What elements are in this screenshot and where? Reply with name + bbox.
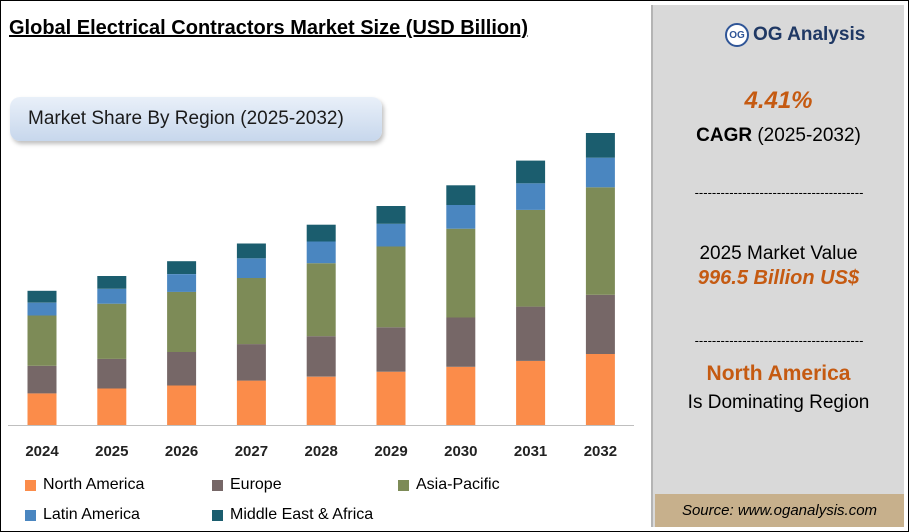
bar-segment-2027-europe (236, 344, 266, 381)
og-analysis-logo: OG OG Analysis (725, 23, 865, 47)
cagr-label-bold: CAGR (696, 125, 753, 146)
bar-segment-2025-north-america (97, 388, 127, 425)
divider-top: --------------------------------------- (694, 185, 864, 200)
x-tick-label-2032: 2032 (584, 443, 617, 460)
chart-title: Global Electrical Contractors Market Siz… (9, 17, 529, 39)
bar-segment-2029-asia-pacific (376, 246, 406, 328)
bar-segment-2028-europe (306, 336, 336, 377)
bar-segment-2025-europe (97, 358, 127, 389)
bar-segment-2024-north-america (27, 393, 57, 425)
x-tick-label-2024: 2024 (25, 443, 59, 460)
bar-segment-2027-middle-east-africa (236, 243, 266, 259)
bar-segment-2024-europe (27, 365, 57, 394)
bar-segment-2024-latin-america (27, 302, 57, 316)
summary-panel: OG OG Analysis 4.41% CAGR (2025-2032) --… (651, 5, 904, 527)
cagr-label: CAGR (2025-2032) (653, 125, 904, 147)
bar-segment-2031-middle-east-africa (516, 160, 546, 184)
bar-segment-2031-asia-pacific (516, 209, 546, 307)
source-note: Source: www.oganalysis.com (655, 494, 904, 527)
og-logo-icon: OG (725, 23, 749, 47)
logo-text: OG Analysis (753, 24, 866, 45)
bar-segment-2027-latin-america (236, 258, 266, 278)
bar-segment-2025-asia-pacific (97, 303, 127, 359)
bar-segment-2032-europe (585, 294, 615, 354)
bar-segment-2030-latin-america (446, 205, 476, 229)
cagr-value: 4.41% (744, 87, 813, 114)
bar-segment-2031-north-america (516, 360, 546, 425)
bar-segment-2028-asia-pacific (306, 263, 336, 337)
cagr-label-period: (2025-2032) (752, 125, 861, 146)
dominating-region: North America (706, 362, 851, 385)
bar-segment-2030-north-america (446, 366, 476, 425)
x-tick-label-2030: 2030 (444, 443, 477, 460)
bar-segment-2029-latin-america (376, 223, 406, 247)
dominating-region-label: Is Dominating Region (687, 392, 870, 413)
bar-segment-2024-asia-pacific (27, 315, 57, 366)
bar-segment-2027-asia-pacific (236, 278, 266, 345)
bar-segment-2032-latin-america (585, 157, 615, 188)
bar-segment-2024-middle-east-africa (27, 290, 57, 303)
bar-segment-2029-europe (376, 327, 406, 372)
subtitle-box: Market Share By Region (2025-2032) (10, 97, 382, 141)
bar-segment-2030-middle-east-africa (446, 185, 476, 205)
bar-segment-2027-north-america (236, 380, 266, 425)
bar-segment-2026-north-america (167, 385, 197, 425)
x-tick-label-2027: 2027 (235, 443, 268, 460)
bar-segment-2030-europe (446, 317, 476, 367)
bar-segment-2032-asia-pacific (585, 187, 615, 295)
bar-segment-2025-middle-east-africa (97, 276, 127, 289)
bar-segment-2031-latin-america (516, 183, 546, 210)
bar-segment-2026-europe (167, 352, 197, 386)
bar-segment-2025-latin-america (97, 288, 127, 304)
x-tick-label-2028: 2028 (305, 443, 338, 460)
bar-segment-2026-middle-east-africa (167, 261, 197, 274)
chart-subtitle: Market Share By Region (2025-2032) (28, 108, 344, 129)
source-text: Source: www.oganalysis.com (681, 502, 878, 519)
bar-segment-2029-north-america (376, 371, 406, 425)
market-value-label: 2025 Market Value (699, 243, 858, 264)
x-tick-label-2031: 2031 (514, 443, 547, 460)
bar-segment-2029-middle-east-africa (376, 206, 406, 224)
divider-bottom: --------------------------------------- (694, 333, 864, 348)
bar-segment-2028-middle-east-africa (306, 224, 336, 242)
x-tick-label-2025: 2025 (95, 443, 128, 460)
x-tick-label-2026: 2026 (165, 443, 198, 460)
bar-segment-2031-europe (516, 306, 546, 361)
bar-segment-2028-north-america (306, 376, 336, 425)
bar-segment-2028-latin-america (306, 241, 336, 264)
stacked-bar-chart: 2024 2025 2026 2027 2028 2029 2030 2031 2032 (8, 133, 634, 460)
market-value: 996.5 Billion US$ (697, 267, 860, 289)
bar-segment-2032-middle-east-africa (585, 133, 615, 158)
x-tick-label-2029: 2029 (374, 443, 407, 460)
bar-segment-2032-north-america (585, 354, 615, 425)
bar-segment-2026-latin-america (167, 274, 197, 292)
bar-segment-2026-asia-pacific (167, 291, 197, 352)
bar-segment-2030-asia-pacific (446, 228, 476, 318)
